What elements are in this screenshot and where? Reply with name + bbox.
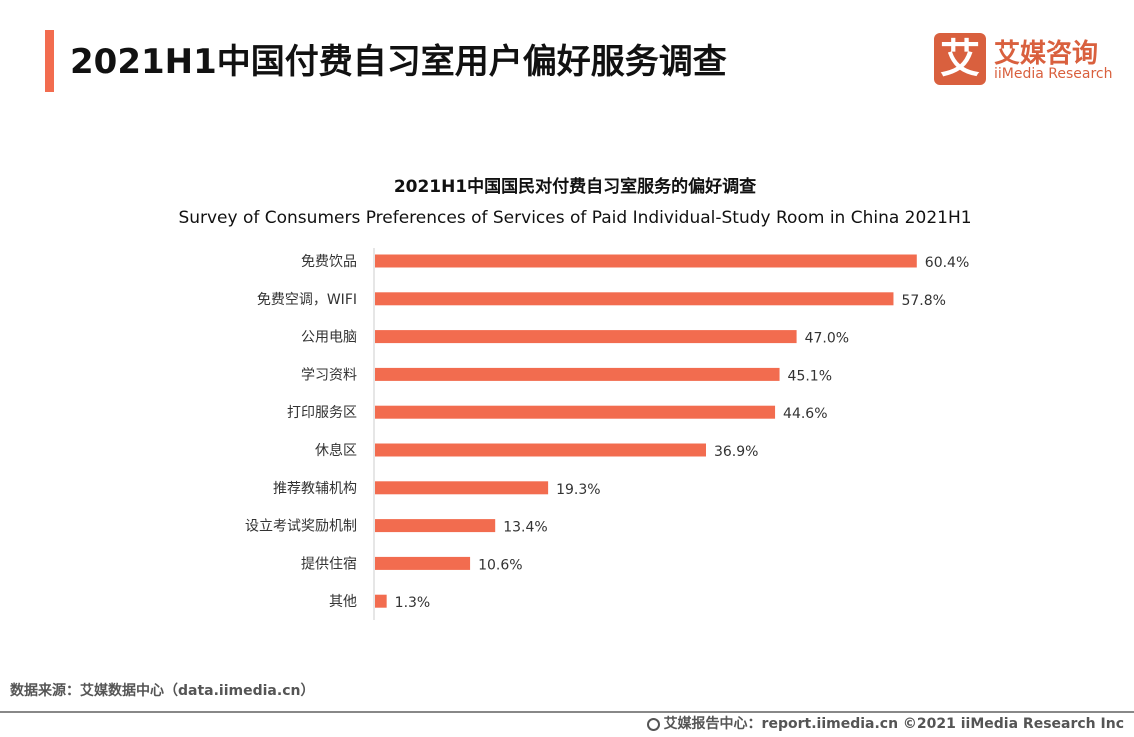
page-title: 2021H1中国付费自习室用户偏好服务调查 — [70, 42, 727, 82]
category-label: 提供住宿 — [301, 555, 357, 572]
logo-mark: 艾 — [934, 33, 986, 85]
title-accent-bar — [45, 30, 54, 92]
bar — [375, 556, 471, 570]
bar — [375, 594, 387, 608]
value-label: 36.9% — [714, 444, 758, 460]
category-label: 打印服务区 — [287, 404, 357, 421]
value-label: 19.3% — [556, 482, 600, 498]
category-label: 公用电脑 — [301, 330, 357, 346]
bar — [375, 519, 496, 533]
bar — [375, 443, 706, 457]
category-label: 其他 — [329, 594, 357, 610]
category-label: 免费空调，WIFI — [257, 292, 357, 308]
data-source: 数据来源：艾媒数据中心（data.iimedia.cn） — [10, 683, 315, 699]
footer: 艾媒报告中心：report.iimedia.cn ©2021 iiMedia R… — [646, 713, 1124, 733]
category-label: 免费饮品 — [301, 254, 357, 270]
bar — [375, 367, 780, 381]
globe-icon — [646, 718, 660, 731]
value-label: 44.6% — [783, 406, 827, 422]
chart-title: 2021H1中国国民对付费自习室服务的偏好调查 — [393, 177, 757, 197]
bar — [375, 292, 894, 306]
bar — [375, 405, 776, 419]
bar-chart: 免费饮品 60.4% 免费空调，WIFI 57.8% 公用电脑 47.0% 学习资料 45.1… — [245, 248, 969, 620]
footer-text: 艾媒报告中心：report.iimedia.cn ©2021 iiMedia R… — [663, 716, 1124, 732]
value-label: 47.0% — [805, 331, 849, 347]
bar — [375, 254, 917, 268]
category-label: 设立考试奖励机制 — [245, 518, 357, 535]
bar — [375, 330, 797, 344]
category-label: 学习资料 — [301, 367, 357, 383]
category-label: 休息区 — [315, 442, 357, 459]
value-label: 60.4% — [925, 255, 969, 271]
category-label: 推荐教辅机构 — [273, 481, 357, 497]
logo-en: iiMedia Research — [994, 66, 1113, 82]
bar — [375, 481, 549, 495]
value-label: 1.3% — [395, 595, 431, 611]
value-label: 13.4% — [503, 520, 547, 536]
value-label: 45.1% — [788, 368, 832, 384]
chart-subtitle: Survey of Consumers Preferences of Servi… — [178, 208, 972, 228]
logo: 艾 艾媒咨询 iiMedia Research — [934, 33, 1114, 88]
value-label: 10.6% — [478, 557, 522, 573]
logo-cn: 艾媒咨询 — [994, 39, 1099, 69]
footer-divider — [0, 711, 1134, 713]
value-label: 57.8% — [901, 293, 945, 309]
